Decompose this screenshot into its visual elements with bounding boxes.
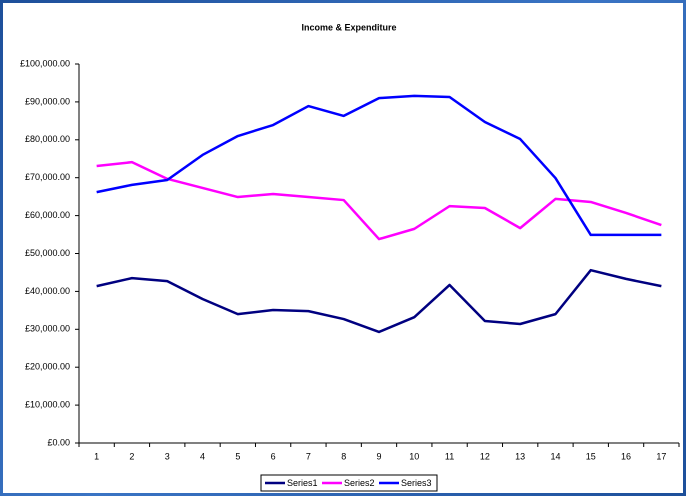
- y-tick-label: £20,000.00: [25, 362, 70, 372]
- y-tick-label: £90,000.00: [25, 96, 70, 106]
- x-tick-label: 16: [621, 451, 631, 461]
- chart-title: Income & Expenditure: [301, 22, 396, 32]
- y-tick-label: £40,000.00: [25, 286, 70, 296]
- legend-label: Series3: [401, 478, 432, 488]
- chart-area: [3, 3, 683, 493]
- y-tick-label: £0.00: [47, 437, 70, 447]
- legend-label: Series1: [287, 478, 318, 488]
- y-tick-label: £80,000.00: [25, 134, 70, 144]
- x-tick-label: 9: [376, 451, 381, 461]
- x-tick-label: 11: [445, 451, 454, 461]
- y-tick-label: £10,000.00: [25, 399, 70, 409]
- x-tick-label: 7: [306, 451, 311, 461]
- y-tick-label: £70,000.00: [25, 172, 70, 182]
- series-line: [96, 268, 662, 334]
- x-tick-label: 10: [409, 451, 419, 461]
- series-line: [96, 94, 662, 237]
- series-line: [96, 160, 662, 241]
- x-tick-label: 17: [656, 451, 666, 461]
- y-tick-label: £100,000.00: [20, 58, 70, 68]
- y-tick-label: £60,000.00: [25, 210, 70, 220]
- x-tick-label: 4: [200, 451, 205, 461]
- x-tick-label: 8: [341, 451, 346, 461]
- y-tick-label: £30,000.00: [25, 324, 70, 334]
- x-tick-label: 2: [129, 451, 134, 461]
- y-tick-label: £50,000.00: [25, 248, 70, 258]
- x-tick-label: 6: [271, 451, 276, 461]
- x-tick-label: 12: [480, 451, 490, 461]
- x-tick-label: 5: [235, 451, 240, 461]
- x-tick-label: 15: [586, 451, 596, 461]
- x-tick-label: 1: [94, 451, 99, 461]
- x-tick-label: 13: [515, 451, 525, 461]
- legend-label: Series2: [344, 478, 375, 488]
- x-tick-label: 3: [165, 451, 170, 461]
- legend-box: [260, 474, 438, 492]
- x-tick-label: 14: [550, 451, 560, 461]
